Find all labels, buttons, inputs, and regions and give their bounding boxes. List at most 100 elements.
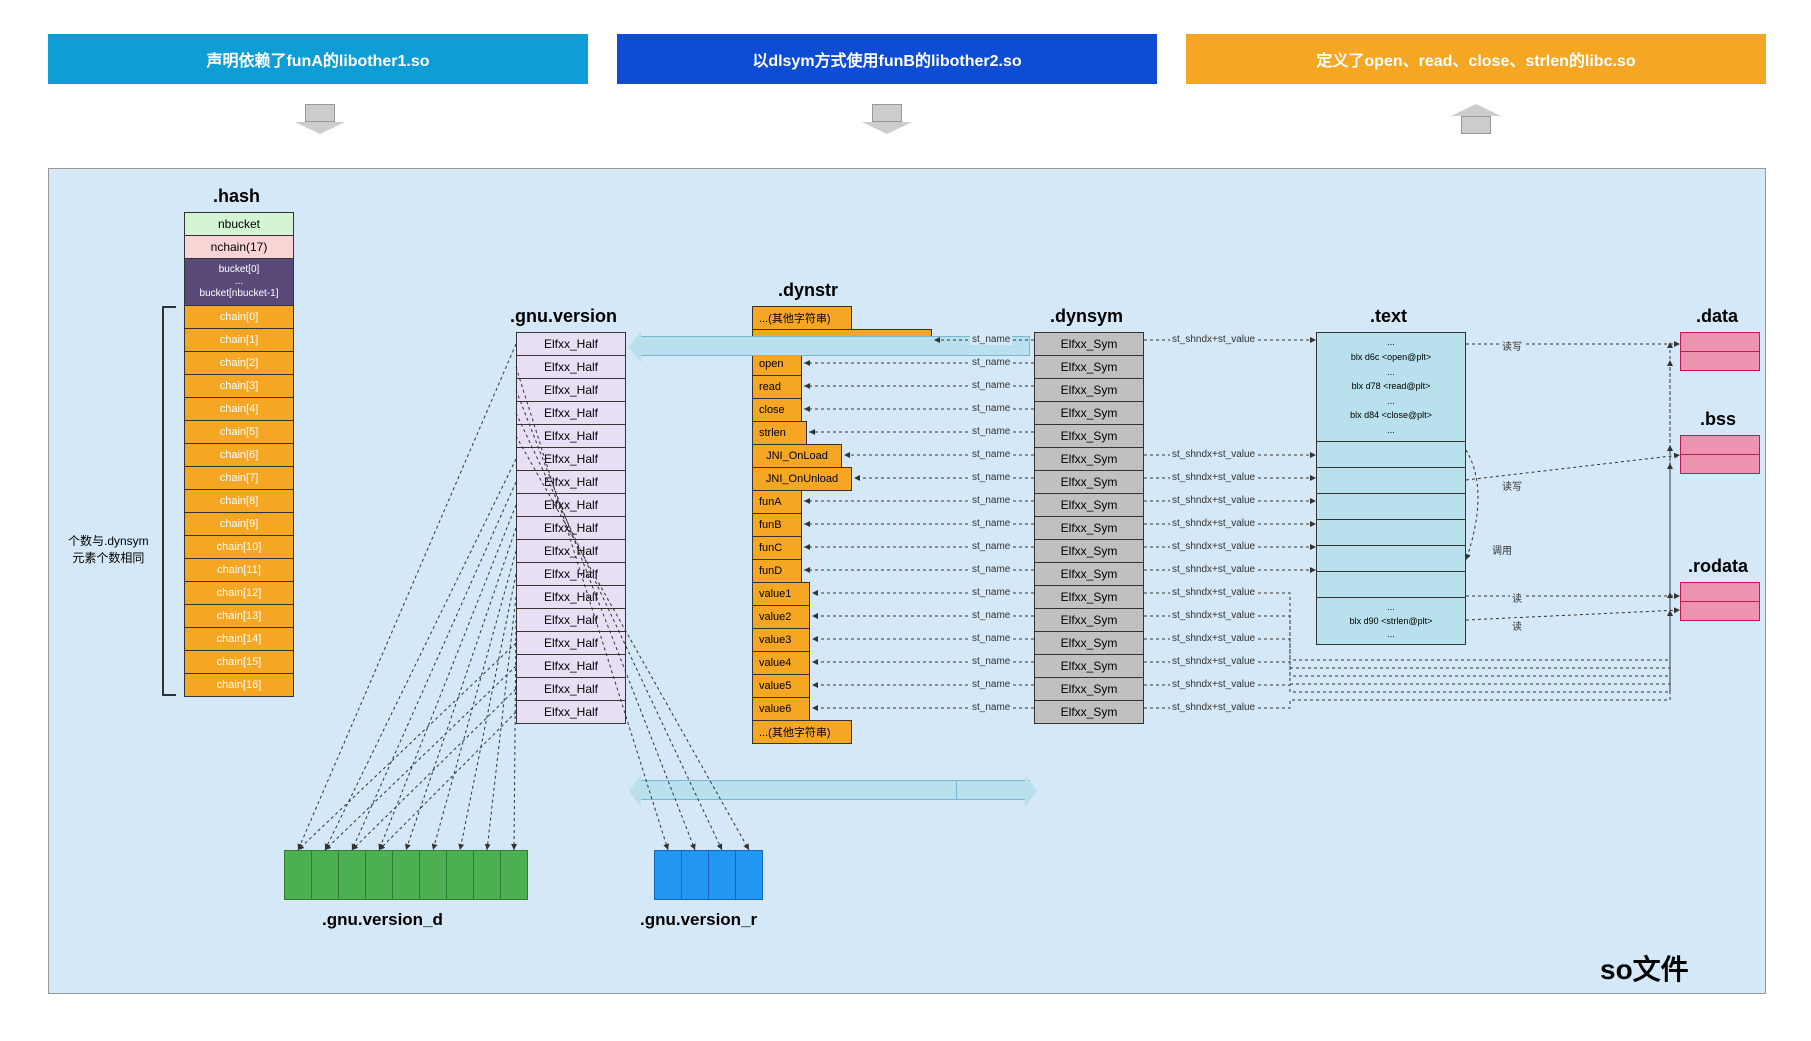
dynsym-8: Elfxx_Sym	[1034, 516, 1144, 540]
header-libother1: 声明依赖了funA的libother1.so	[48, 34, 588, 84]
dynsym-5: Elfxx_Sym	[1034, 447, 1144, 471]
st-name-label-0: st_name	[970, 334, 1012, 345]
dynstr-read: read	[752, 375, 802, 399]
dynsym-3: Elfxx_Sym	[1034, 401, 1144, 425]
hash-chain-5: chain[5]	[184, 420, 294, 444]
wide-arrow-2r	[956, 780, 1026, 800]
dynstr-funD: funD	[752, 559, 802, 583]
text-row-2	[1316, 467, 1466, 494]
dynsym-0: Elfxx_Sym	[1034, 332, 1144, 356]
st-shndx-label-5: st_shndx+st_value	[1170, 449, 1257, 460]
st-shndx-label-0: st_shndx+st_value	[1170, 334, 1257, 345]
text-title: .text	[1370, 306, 1407, 327]
dynsym-10: Elfxx_Sym	[1034, 562, 1144, 586]
st-name-label-3: st_name	[970, 403, 1012, 414]
dynstr-funB: funB	[752, 513, 802, 537]
dynsym-7: Elfxx_Sym	[1034, 493, 1144, 517]
dynsym-9: Elfxx_Sym	[1034, 539, 1144, 563]
st-name-label-15: st_name	[970, 679, 1012, 690]
hash-chain-7: chain[7]	[184, 466, 294, 490]
st-shndx-label-8: st_shndx+st_value	[1170, 518, 1257, 529]
hash-chain-4: chain[4]	[184, 397, 294, 421]
dynsym-11: Elfxx_Sym	[1034, 585, 1144, 609]
st-name-label-8: st_name	[970, 518, 1012, 529]
gv-half-7: Elfxx_Half	[516, 493, 626, 517]
gv-half-1: Elfxx_Half	[516, 355, 626, 379]
hash-side-note: 个数与.dynsym 元素个数相同	[68, 532, 149, 566]
hash-nbucket: nbucket	[184, 212, 294, 236]
label-call: 调用	[1490, 542, 1514, 557]
st-shndx-label-11: st_shndx+st_value	[1170, 587, 1257, 598]
hash-chain-1: chain[1]	[184, 328, 294, 352]
dynsym-16: Elfxx_Sym	[1034, 700, 1144, 724]
dynstr-funC: funC	[752, 536, 802, 560]
dynstr-value4: value4	[752, 651, 810, 675]
dynstr-other-top: ...(其他字符串)	[752, 306, 852, 330]
st-name-label-4: st_name	[970, 426, 1012, 437]
st-shndx-label-13: st_shndx+st_value	[1170, 633, 1257, 644]
bss-title: .bss	[1700, 409, 1736, 430]
hash-chain-11: chain[11]	[184, 558, 294, 582]
text-row-6	[1316, 571, 1466, 598]
gnuversion-title: .gnu.version	[510, 306, 617, 327]
gv-half-13: Elfxx_Half	[516, 631, 626, 655]
text-table: ...blx d6c <open@plt>...blx d78 <read@pl…	[1316, 332, 1466, 645]
data-title: .data	[1696, 306, 1738, 327]
dynstr-table: ...(其他字符串)Java_com_meituan_xxx_startopen…	[752, 306, 932, 744]
hash-chains: chain[0]chain[1]chain[2]chain[3]chain[4]…	[184, 305, 294, 697]
so-file-label: so文件	[1600, 948, 1689, 988]
text-plt-block: ...blx d6c <open@plt>...blx d78 <read@pl…	[1316, 332, 1466, 442]
arrow-up-1	[1451, 104, 1501, 134]
st-shndx-label-6: st_shndx+st_value	[1170, 472, 1257, 483]
gv-half-8: Elfxx_Half	[516, 516, 626, 540]
dynstr-close: close	[752, 398, 802, 422]
hash-chain-2: chain[2]	[184, 351, 294, 375]
dynsym-4: Elfxx_Sym	[1034, 424, 1144, 448]
gv-half-6: Elfxx_Half	[516, 470, 626, 494]
st-name-label-16: st_name	[970, 702, 1012, 713]
dynstr-funA: funA	[752, 490, 802, 514]
hash-chain-16: chain[16]	[184, 673, 294, 697]
gv-r-boxes	[654, 850, 763, 900]
bss-cell-2	[1680, 454, 1760, 474]
hash-title: .hash	[213, 186, 260, 207]
rodata-table	[1680, 582, 1760, 621]
hash-chain-12: chain[12]	[184, 581, 294, 605]
st-shndx-label-14: st_shndx+st_value	[1170, 656, 1257, 667]
bss-cell-1	[1680, 435, 1760, 455]
hash-chain-8: chain[8]	[184, 489, 294, 513]
dynstr-title: .dynstr	[778, 280, 838, 301]
dynstr-JNI_OnLoad: JNI_OnLoad	[752, 444, 842, 468]
text-row-1	[1316, 441, 1466, 468]
text-strlen-block: ...blx d90 <strlen@plt>...	[1316, 597, 1466, 645]
gv-half-11: Elfxx_Half	[516, 585, 626, 609]
rodata-cell-1	[1680, 582, 1760, 602]
data-cell-1	[1680, 332, 1760, 352]
dynsym-2: Elfxx_Sym	[1034, 378, 1144, 402]
hash-chain-14: chain[14]	[184, 627, 294, 651]
hash-bucket: bucket[0] ... bucket[nbucket-1]	[184, 258, 294, 306]
dynstr-value3: value3	[752, 628, 810, 652]
st-name-label-12: st_name	[970, 610, 1012, 621]
gnuversion-table: Elfxx_HalfElfxx_HalfElfxx_HalfElfxx_Half…	[516, 332, 626, 724]
dynsym-1: Elfxx_Sym	[1034, 355, 1144, 379]
dynstr-value1: value1	[752, 582, 810, 606]
label-read-1: 读	[1510, 590, 1524, 605]
arrow-down-1	[295, 104, 345, 134]
st-shndx-label-10: st_shndx+st_value	[1170, 564, 1257, 575]
st-shndx-label-16: st_shndx+st_value	[1170, 702, 1257, 713]
st-name-label-14: st_name	[970, 656, 1012, 667]
dynsym-13: Elfxx_Sym	[1034, 631, 1144, 655]
st-shndx-label-7: st_shndx+st_value	[1170, 495, 1257, 506]
gv-half-9: Elfxx_Half	[516, 539, 626, 563]
arrow-down-2	[862, 104, 912, 134]
st-shndx-label-15: st_shndx+st_value	[1170, 679, 1257, 690]
hash-chain-15: chain[15]	[184, 650, 294, 674]
label-rw-1: 读写	[1500, 338, 1524, 353]
st-name-label-6: st_name	[970, 472, 1012, 483]
gv-half-0: Elfxx_Half	[516, 332, 626, 356]
st-name-label-1: st_name	[970, 357, 1012, 368]
gv-half-14: Elfxx_Half	[516, 654, 626, 678]
hash-nchain: nchain(17)	[184, 235, 294, 259]
hash-chain-3: chain[3]	[184, 374, 294, 398]
